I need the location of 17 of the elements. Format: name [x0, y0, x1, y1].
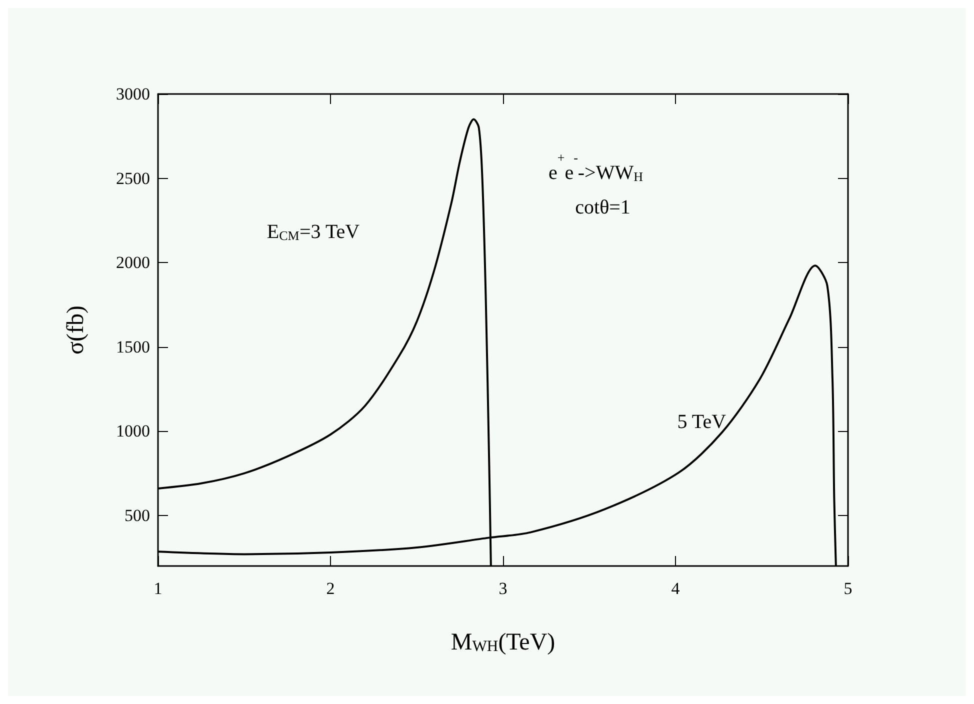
- x-tick-label: 5: [844, 579, 852, 598]
- x-tick-label: 2: [326, 579, 335, 598]
- y-tick-label: 2000: [116, 253, 150, 272]
- y-tick-label: 1500: [116, 337, 150, 356]
- y-tick-label: 1000: [116, 422, 150, 441]
- annotation: e+e-->WWH: [548, 150, 643, 184]
- x-tick-label: 3: [498, 579, 508, 598]
- annotation: 5 TeV: [677, 411, 727, 434]
- y-axis-title: σ(fb): [63, 306, 89, 354]
- x-tick-label: 4: [671, 579, 680, 598]
- y-tick-label: 2500: [116, 168, 150, 188]
- x-axis-title: MWH(TeV): [450, 629, 556, 656]
- x-tick-label: 1: [154, 579, 162, 598]
- y-tick-label: 3000: [116, 84, 150, 104]
- annotation: ECM=3 TeV: [266, 220, 360, 243]
- y-tick-label: 500: [124, 506, 150, 525]
- annotation: cotθ=1: [575, 196, 630, 218]
